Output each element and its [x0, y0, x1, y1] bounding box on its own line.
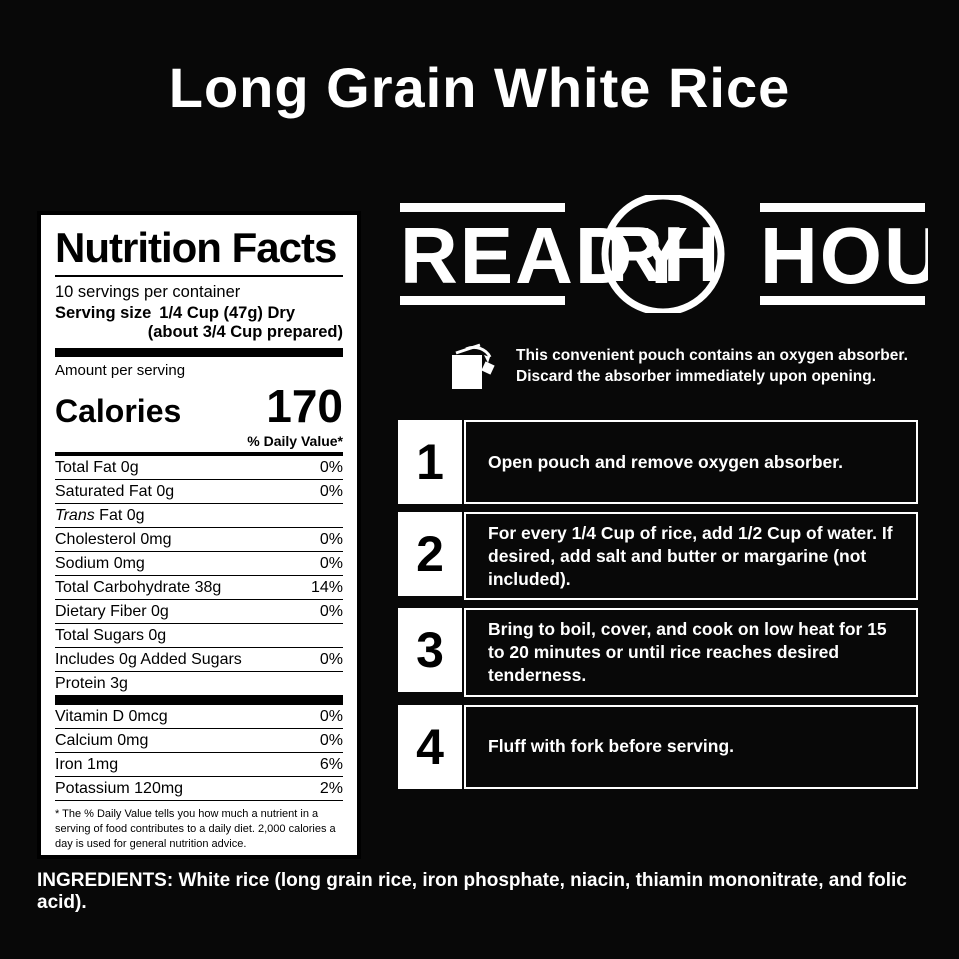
pouch-notice-line1: This convenient pouch contains an oxygen…: [516, 346, 908, 367]
nutrient-row: Cholesterol 0mg 0%: [55, 528, 343, 552]
nutrient-row: Total Fat 0g 0%: [55, 456, 343, 480]
instruction-step-2: 2 For every 1/4 Cup of rice, add 1/2 Cup …: [398, 512, 918, 600]
servings-per-container: 10 servings per container: [55, 283, 343, 302]
nutrient-row: Sodium 0mg 0%: [55, 552, 343, 576]
nutrition-facts-heading: Nutrition Facts: [55, 227, 343, 269]
oxygen-absorber-notice: This convenient pouch contains an oxygen…: [450, 343, 920, 391]
pouch-icon: [450, 343, 496, 391]
step-number-3: 3: [398, 608, 462, 692]
step-text-4: Fluff with fork before serving.: [464, 705, 918, 789]
calories-label: Calories: [55, 393, 181, 430]
page-title: Long Grain White Rice: [0, 55, 959, 120]
instruction-step-1: 1 Open pouch and remove oxygen absorber.: [398, 420, 918, 504]
daily-value-footnote: * The % Daily Value tells you how much a…: [55, 807, 343, 852]
nutrient-row: Trans Fat 0g: [55, 504, 343, 528]
nutrient-row: Total Sugars 0g: [55, 624, 343, 648]
amount-per-serving-label: Amount per serving: [55, 362, 343, 379]
daily-value-header: % Daily Value*: [55, 433, 343, 456]
calories-value: 170: [266, 379, 343, 433]
step-number-1: 1: [398, 420, 462, 504]
instruction-steps: 1 Open pouch and remove oxygen absorber. 2…: [398, 420, 918, 797]
step-text-3: Bring to boil, cover, and cook on low he…: [464, 608, 918, 696]
ingredients-label: INGREDIENTS:: [37, 870, 173, 891]
instruction-step-3: 3 Bring to boil, cover, and cook on low h…: [398, 608, 918, 696]
step-number-2: 2: [398, 512, 462, 596]
pouch-notice-line2: Discard the absorber immediately upon op…: [516, 367, 908, 388]
nutrient-row: Dietary Fiber 0g 0%: [55, 600, 343, 624]
nutrient-row: Saturated Fat 0g 0%: [55, 480, 343, 504]
serving-size-label: Serving size: [55, 304, 151, 323]
vitamin-row: Potassium 120mg 2%: [55, 777, 343, 801]
serving-size-sub: (about 3/4 Cup prepared): [55, 323, 343, 342]
nutrition-facts-panel: Nutrition Facts 10 servings per containe…: [37, 211, 361, 859]
instruction-step-4: 4 Fluff with fork before serving.: [398, 705, 918, 789]
vitamin-row: Vitamin D 0mcg 0%: [55, 705, 343, 729]
vitamin-row: Iron 1mg 6%: [55, 753, 343, 777]
vitamin-row: Calcium 0mg 0%: [55, 729, 343, 753]
nutrition-label-page: Long Grain White Rice Nutrition Facts 10…: [0, 0, 959, 959]
svg-text:RH: RH: [607, 210, 720, 298]
nutrient-table: Total Fat 0g 0% Saturated Fat 0g 0% Trans Fa…: [55, 456, 343, 801]
nutrient-row: Protein 3g: [55, 672, 343, 700]
nutrient-row: Includes 0g Added Sugars 0%: [55, 648, 343, 672]
step-text-1: Open pouch and remove oxygen absorber.: [464, 420, 918, 504]
step-number-4: 4: [398, 705, 462, 789]
step-text-2: For every 1/4 Cup of rice, add 1/2 Cup o…: [464, 512, 918, 600]
nutrient-row: Total Carbohydrate 38g 14%: [55, 576, 343, 600]
serving-size-value: 1/4 Cup (47g) Dry: [159, 304, 295, 323]
ingredients-line: INGREDIENTS: White rice (long grain rice…: [37, 870, 937, 914]
